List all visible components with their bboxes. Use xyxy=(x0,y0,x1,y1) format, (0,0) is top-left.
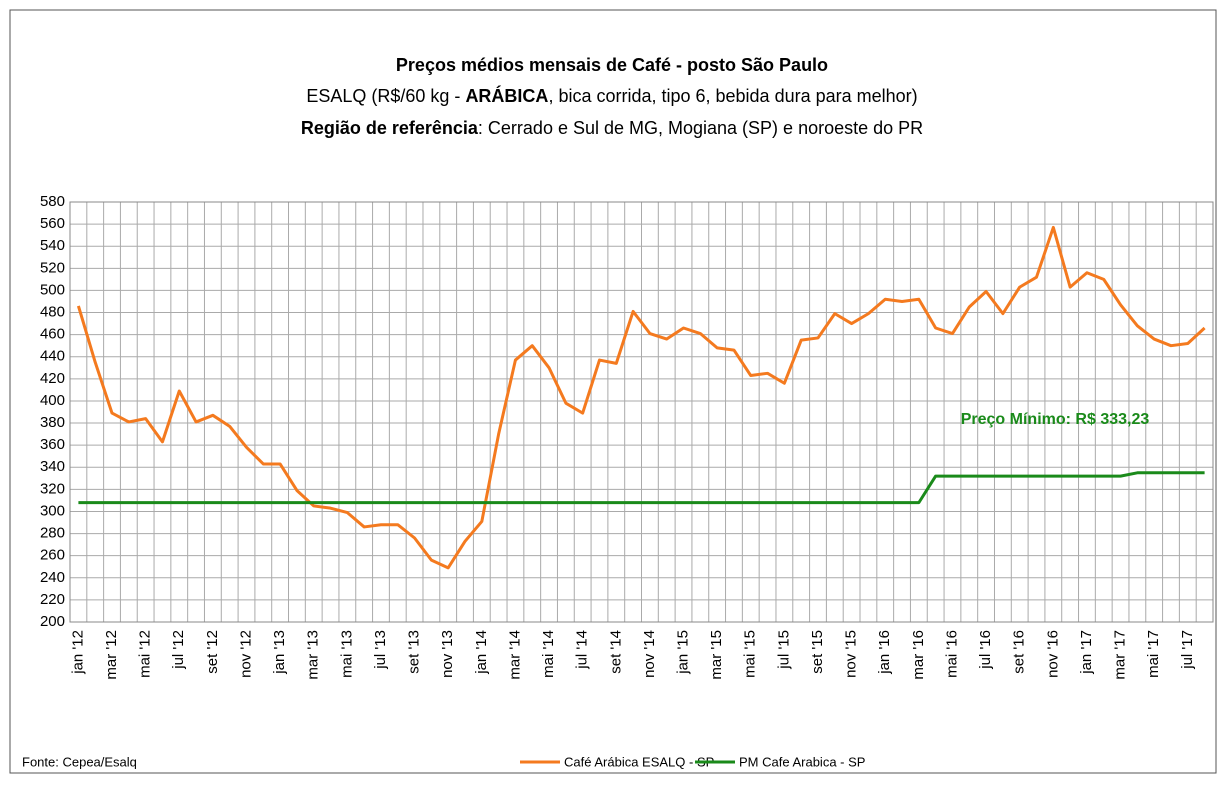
subtitle: ESALQ (R$/60 kg - ARÁBICA, bica corrida,… xyxy=(306,85,917,106)
x-tick-label: jul '13 xyxy=(372,630,389,670)
x-tick-label: mai '12 xyxy=(137,630,154,678)
x-tick-label: jul '15 xyxy=(775,630,792,670)
x-tick-label: mar '15 xyxy=(708,630,725,680)
x-tick-label: nov '14 xyxy=(641,630,658,678)
x-tick-label: jan '17 xyxy=(1078,630,1095,675)
x-tick-label: nov '12 xyxy=(237,630,254,678)
x-tick-label: jan '12 xyxy=(69,630,86,675)
y-tick-label: 460 xyxy=(40,326,65,343)
subtitle-part: ARÁBICA xyxy=(465,85,548,106)
subtitle-part: ESALQ (R$/60 kg - xyxy=(306,86,465,106)
subtitle-part: Região de referência xyxy=(301,118,479,138)
x-tick-label: set '14 xyxy=(607,630,624,674)
x-tick-label: jul '16 xyxy=(977,630,994,670)
y-tick-label: 260 xyxy=(40,547,65,564)
x-tick-label: mai '17 xyxy=(1145,630,1162,678)
x-tick-label: jan '14 xyxy=(473,630,490,675)
x-tick-label: mai '15 xyxy=(742,630,759,678)
y-tick-label: 220 xyxy=(40,591,65,608)
subtitle2: Região de referência: Cerrado e Sul de M… xyxy=(301,118,923,138)
y-tick-label: 500 xyxy=(40,281,65,298)
y-tick-label: 320 xyxy=(40,480,65,497)
y-tick-label: 560 xyxy=(40,215,65,232)
y-tick-label: 440 xyxy=(40,348,65,365)
y-tick-label: 380 xyxy=(40,414,65,431)
x-tick-label: mai '13 xyxy=(338,630,355,678)
source: Fonte: Cepea/Esalq xyxy=(22,754,137,769)
y-tick-label: 420 xyxy=(40,370,65,387)
x-tick-label: nov '15 xyxy=(843,630,860,678)
x-tick-label: jan '13 xyxy=(271,630,288,675)
chart-title: Preços médios mensais de Café - posto Sã… xyxy=(396,55,828,75)
x-tick-label: jan '15 xyxy=(674,630,691,675)
x-tick-label: jul '14 xyxy=(574,630,591,670)
y-tick-label: 580 xyxy=(40,193,65,210)
y-tick-label: 540 xyxy=(40,237,65,254)
x-tick-label: set '12 xyxy=(204,630,221,674)
subtitle-part: : Cerrado e Sul de MG, Mogiana (SP) e no… xyxy=(478,118,923,138)
y-tick-label: 200 xyxy=(40,613,65,630)
y-tick-label: 400 xyxy=(40,392,65,409)
x-tick-label: jan '16 xyxy=(876,630,893,675)
x-tick-label: nov '13 xyxy=(439,630,456,678)
plot-border xyxy=(69,201,1214,623)
x-tick-label: jul '17 xyxy=(1179,630,1196,670)
x-tick-label: mar '17 xyxy=(1112,630,1129,680)
frame xyxy=(9,9,1217,774)
y-tick-label: 480 xyxy=(40,303,65,320)
y-tick-label: 340 xyxy=(40,458,65,475)
series-line xyxy=(76,225,1206,570)
y-tick-label: 360 xyxy=(40,436,65,453)
x-tick-label: set '13 xyxy=(406,630,423,674)
x-tick-label: set '15 xyxy=(809,630,826,674)
x-tick-label: mar '14 xyxy=(506,630,523,680)
x-tick-label: jul '12 xyxy=(170,630,187,670)
subtitle-part: , bica corrida, tipo 6, bebida dura para… xyxy=(548,86,917,106)
x-tick-label: mai '14 xyxy=(540,630,557,678)
x-tick-label: mar '13 xyxy=(305,630,322,680)
x-tick-label: nov '16 xyxy=(1044,630,1061,678)
y-tick-label: 280 xyxy=(40,525,65,542)
legend-label: Café Arábica ESALQ - SP xyxy=(564,754,714,769)
annotation: Preço Mínimo: R$ 333,23 xyxy=(961,411,1150,428)
legend-label: PM Cafe Arabica - SP xyxy=(739,754,865,769)
x-tick-label: mar '16 xyxy=(910,630,927,680)
x-tick-label: mai '16 xyxy=(943,630,960,678)
y-tick-label: 300 xyxy=(40,502,65,519)
x-tick-label: set '16 xyxy=(1011,630,1028,674)
series-line xyxy=(78,471,1205,505)
x-tick-label: mar '12 xyxy=(103,630,120,680)
y-tick-label: 520 xyxy=(40,259,65,276)
y-tick-label: 240 xyxy=(40,569,65,586)
